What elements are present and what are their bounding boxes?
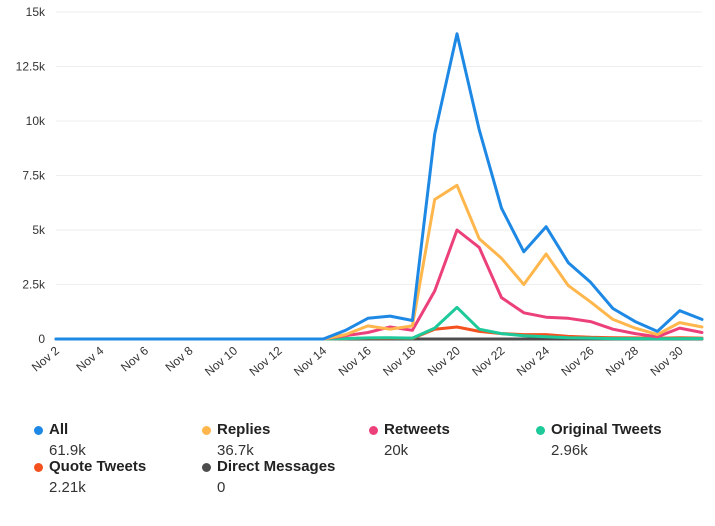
x-axis-tick-labels: Nov 2 Nov 4 Nov 6 Nov 8 Nov 10 Nov 12 Nov 14 No… (29, 343, 686, 378)
x-tick-label: Nov 10 (202, 343, 240, 378)
y-tick-label: 2.5k (22, 278, 46, 292)
legend-marker-icon (536, 426, 545, 435)
legend-marker-icon (202, 426, 211, 435)
series-lines (54, 32, 704, 341)
x-tick-label: Nov 28 (603, 343, 641, 378)
x-tick-label: Nov 2 (29, 343, 62, 374)
legend-total: 0 (217, 479, 226, 496)
x-tick-label: Nov 8 (163, 343, 196, 374)
y-tick-label: 7.5k (22, 169, 46, 183)
legend-marker-icon (369, 426, 378, 435)
grid-lines (56, 11, 702, 340)
x-tick-label: Nov 6 (118, 343, 151, 374)
x-tick-label: Nov 4 (73, 343, 106, 374)
x-tick-label: Nov 16 (336, 343, 374, 378)
legend-label: All (49, 421, 69, 438)
y-tick-label: 12.5k (16, 60, 46, 74)
legend-marker-icon (34, 463, 43, 472)
legend: All 61.9k Replies 36.7k Retweets 20k Ori… (0, 418, 715, 518)
legend-label: Quote Tweets (49, 458, 147, 475)
legend-label: Replies (217, 421, 271, 438)
y-tick-label: 10k (26, 114, 46, 128)
x-tick-label: Nov 22 (469, 343, 507, 378)
x-tick-label: Nov 26 (558, 343, 596, 378)
legend-marker-icon (202, 463, 211, 472)
x-tick-label: Nov 24 (514, 343, 552, 378)
legend-total: 2.21k (49, 479, 86, 496)
line-chart: 0 2.5k 5k 7.5k 10k 12.5k 15k Nov 2 Nov 4 Nov 6 No… (16, 5, 704, 379)
y-tick-label: 5k (32, 223, 46, 237)
legend-total: 20k (384, 442, 409, 459)
y-axis-tick-labels: 0 2.5k 5k 7.5k 10k 12.5k 15k (16, 5, 46, 346)
x-tick-label: Nov 18 (380, 343, 418, 378)
legend-total: 61.9k (49, 442, 86, 459)
legend-label: Direct Messages (217, 458, 336, 475)
x-tick-label: Nov 12 (247, 343, 285, 378)
x-tick-label: Nov 20 (425, 343, 463, 378)
legend-label: Original Tweets (551, 421, 662, 438)
legend-total: 36.7k (217, 442, 254, 459)
x-tick-label: Nov 14 (291, 343, 329, 378)
legend-total: 2.96k (551, 442, 588, 459)
series-line-all[interactable] (54, 32, 704, 341)
x-tick-label: Nov 30 (648, 343, 686, 378)
legend-label: Retweets (384, 421, 450, 438)
y-tick-label: 0 (38, 332, 45, 346)
legend-marker-icon (34, 426, 43, 435)
y-tick-label: 15k (26, 5, 46, 19)
